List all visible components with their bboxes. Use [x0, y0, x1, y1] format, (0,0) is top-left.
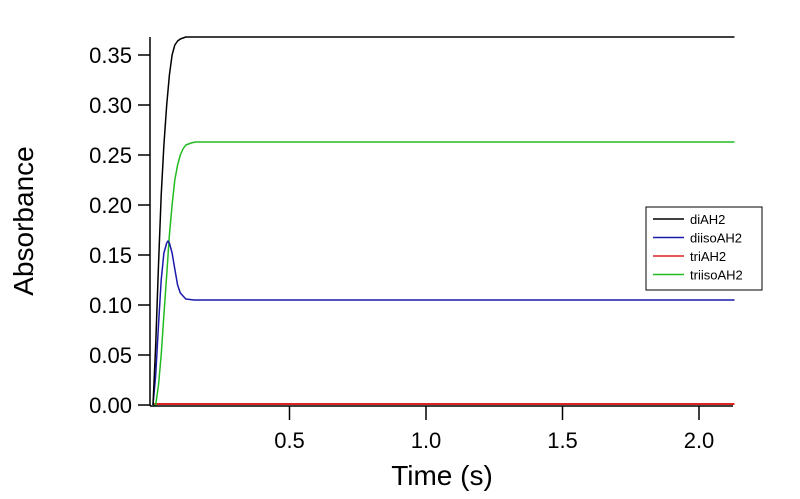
- legend-label: triAH2: [690, 249, 726, 264]
- y-tick-label: 0.15: [89, 243, 132, 268]
- x-tick-label: 1.5: [547, 428, 578, 453]
- x-axis-ticks: 0.5 1.0 1.5 2.0: [274, 406, 714, 453]
- legend-label: diAH2: [690, 212, 725, 227]
- series-line-diisoAH2: [152, 240, 735, 406]
- legend-label: diisoAH2: [690, 231, 742, 246]
- y-tick-label: 0.30: [89, 93, 132, 118]
- series-line-diAH2: [152, 36, 735, 406]
- legend-label: triisoAH2: [690, 268, 743, 283]
- y-tick-label: 0.25: [89, 143, 132, 168]
- legend: diAH2 diisoAH2 triAH2 triisoAH2: [645, 206, 763, 291]
- axes: 0.00 0.05 0.10 0.15 0.20 0.25 0.30 0.35 0.5 1.0 1…: [89, 37, 733, 453]
- y-tick-label: 0.00: [89, 393, 132, 418]
- y-tick-label: 0.05: [89, 343, 132, 368]
- x-tick-label: 2.0: [684, 428, 715, 453]
- legend-box: [645, 206, 763, 291]
- x-axis-title: Time (s): [391, 460, 493, 491]
- y-tick-label: 0.10: [89, 293, 132, 318]
- x-tick-label: 0.5: [274, 428, 305, 453]
- series-line-triisoAH2: [153, 141, 735, 406]
- plot-area: [152, 36, 735, 406]
- y-axis-title: Absorbance: [8, 146, 39, 295]
- y-axis-ticks: 0.00 0.05 0.10 0.15 0.20 0.25 0.30 0.35: [89, 43, 150, 418]
- y-tick-label: 0.20: [89, 193, 132, 218]
- y-tick-label: 0.35: [89, 43, 132, 68]
- x-tick-label: 1.0: [411, 428, 442, 453]
